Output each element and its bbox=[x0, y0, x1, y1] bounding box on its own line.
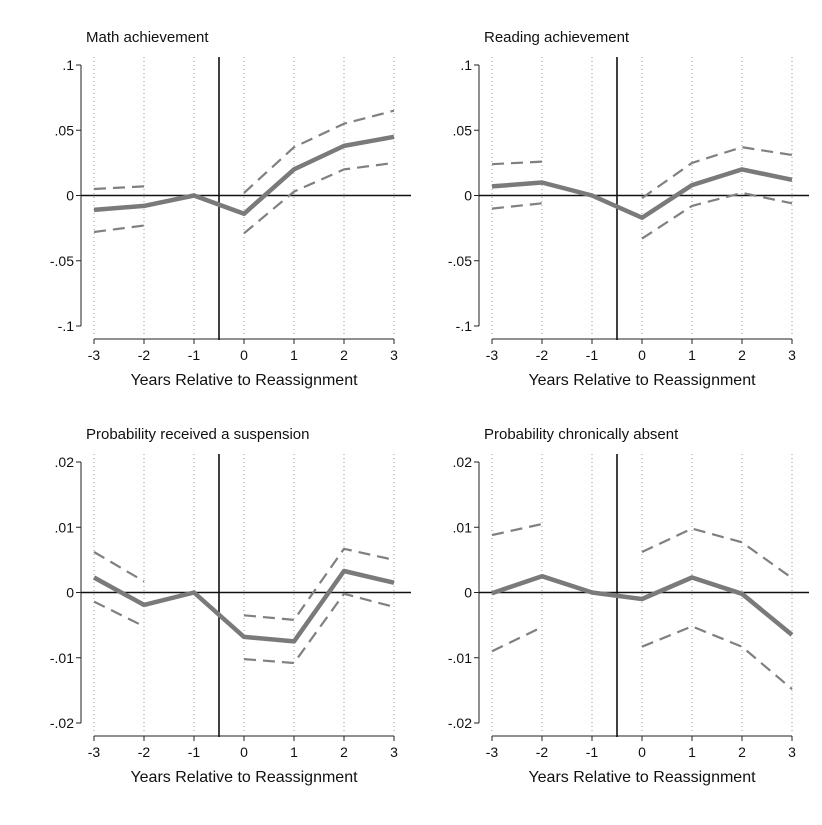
y-tick-label: -.05 bbox=[448, 253, 472, 269]
y-tick-label: -.05 bbox=[50, 253, 74, 269]
x-tick-label: -2 bbox=[138, 744, 151, 760]
upper-ci-line bbox=[641, 527, 793, 579]
panel-1: Math achievement .1 .05 0 -.05 -.1 -3 -2 -1 0 1 2 3 Y… bbox=[50, 29, 411, 389]
panel-2: Reading achievement .1 .05 0 -.05 -.1 -3 -2 -1 0 1… bbox=[448, 29, 809, 389]
x-tick-label: 3 bbox=[788, 744, 796, 760]
estimate-line bbox=[491, 167, 793, 220]
y-tick-label: -.1 bbox=[58, 318, 75, 334]
upper-ci-line bbox=[641, 146, 793, 199]
y-tick-label: 0 bbox=[66, 188, 74, 204]
lower-ci-line bbox=[491, 202, 543, 210]
x-tick-label: 1 bbox=[688, 347, 696, 363]
y-tick-label: .05 bbox=[453, 122, 473, 138]
panel-title: Math achievement bbox=[86, 29, 209, 46]
x-axis-title: Years Relative to Reassignment bbox=[528, 769, 756, 786]
upper-ci-line bbox=[243, 547, 395, 622]
x-tick-label: -1 bbox=[586, 744, 599, 760]
x-tick-label: 2 bbox=[738, 744, 746, 760]
x-tick-label: -1 bbox=[188, 744, 201, 760]
x-tick-label: -2 bbox=[536, 744, 549, 760]
x-tick-label: -3 bbox=[486, 347, 499, 363]
x-tick-label: 1 bbox=[290, 347, 298, 363]
x-tick-label: 2 bbox=[340, 347, 348, 363]
upper-ci-line bbox=[93, 551, 145, 583]
y-tick-label: -.01 bbox=[448, 650, 472, 666]
y-tick-label: .05 bbox=[55, 122, 75, 138]
x-tick-label: 1 bbox=[688, 744, 696, 760]
lower-ci-line bbox=[641, 191, 793, 240]
x-tick-label: 3 bbox=[788, 347, 796, 363]
x-tick-label: 3 bbox=[390, 347, 398, 363]
upper-ci-line bbox=[93, 185, 145, 191]
x-tick-label: 1 bbox=[290, 744, 298, 760]
panel-3: Probability received a suspension .02 .01 0… bbox=[50, 426, 411, 786]
y-tick-label: .1 bbox=[62, 57, 74, 73]
lower-ci-line bbox=[491, 626, 543, 653]
panel-title: Reading achievement bbox=[484, 29, 630, 46]
estimate-line bbox=[93, 134, 395, 217]
x-tick-label: 0 bbox=[638, 347, 646, 363]
x-tick-label: -3 bbox=[88, 744, 101, 760]
panel-title: Probability received a suspension bbox=[86, 426, 309, 443]
y-tick-label: 0 bbox=[66, 585, 74, 601]
upper-ci-line bbox=[243, 109, 395, 194]
x-axis-title: Years Relative to Reassignment bbox=[130, 769, 358, 786]
lower-ci-line bbox=[243, 592, 395, 665]
x-tick-label: -1 bbox=[188, 347, 201, 363]
estimate-line bbox=[92, 568, 395, 644]
lower-ci-line bbox=[93, 224, 145, 234]
panel-4: Probability chronically absent .02 .01 0 -.0… bbox=[448, 426, 809, 786]
y-tick-label: 0 bbox=[464, 188, 472, 204]
x-tick-label: 0 bbox=[240, 744, 248, 760]
y-tick-label: .01 bbox=[55, 519, 75, 535]
lower-ci-line bbox=[641, 625, 793, 690]
estimate-line bbox=[491, 573, 794, 637]
x-axis-title: Years Relative to Reassignment bbox=[528, 372, 756, 389]
y-tick-label: .1 bbox=[460, 57, 472, 73]
x-tick-label: -2 bbox=[138, 347, 151, 363]
panel-title: Probability chronically absent bbox=[484, 426, 679, 443]
y-tick-label: -.01 bbox=[50, 650, 74, 666]
upper-ci-line bbox=[491, 160, 543, 166]
x-tick-label: -3 bbox=[88, 347, 101, 363]
y-tick-label: -.1 bbox=[456, 318, 473, 334]
lower-ci-line bbox=[93, 600, 145, 628]
y-tick-label: .01 bbox=[453, 519, 473, 535]
upper-ci-line bbox=[491, 522, 543, 537]
x-tick-label: -1 bbox=[586, 347, 599, 363]
x-tick-label: 0 bbox=[240, 347, 248, 363]
x-tick-label: 2 bbox=[340, 744, 348, 760]
x-axis-title: Years Relative to Reassignment bbox=[130, 372, 358, 389]
y-tick-label: .02 bbox=[55, 454, 75, 470]
x-tick-label: -3 bbox=[486, 744, 499, 760]
x-tick-label: 3 bbox=[390, 744, 398, 760]
x-tick-label: 2 bbox=[738, 347, 746, 363]
y-tick-label: -.02 bbox=[448, 715, 472, 731]
y-tick-label: -.02 bbox=[50, 715, 74, 731]
y-tick-label: .02 bbox=[453, 454, 473, 470]
x-tick-label: 0 bbox=[638, 744, 646, 760]
x-tick-label: -2 bbox=[536, 347, 549, 363]
y-tick-label: 0 bbox=[464, 585, 472, 601]
